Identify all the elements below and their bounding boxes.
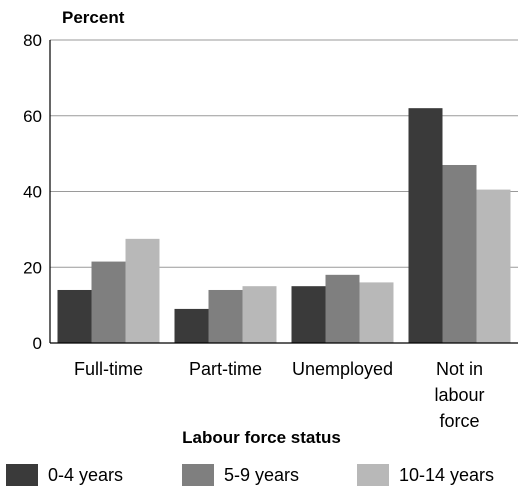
legend-swatch-5-9-years — [182, 464, 214, 486]
bar-unemployed-0-4-years — [291, 286, 326, 343]
y-tick-label-40: 40 — [23, 183, 42, 202]
bar-full-time-5-9-years — [91, 261, 126, 343]
legend-label-10-14-years: 10-14 years — [399, 464, 495, 485]
legend-label-0-4-years: 0-4 years — [48, 464, 124, 485]
bar-not-in-labour-force-10-14-years — [476, 189, 511, 343]
x-tick-label-unemployed: Unemployed — [292, 359, 393, 379]
y-tick-label-60: 60 — [23, 107, 42, 126]
y-tick-label-0: 0 — [33, 334, 42, 353]
x-axis-label: Labour force status — [182, 428, 341, 447]
legend: 0-4 years 5-9 years 10-14 years — [0, 461, 523, 489]
x-tick-label-part-time: Part-time — [189, 359, 262, 379]
y-tick-label-20: 20 — [23, 258, 42, 277]
bar-part-time-5-9-years — [208, 289, 243, 343]
bar-not-in-labour-force-5-9-years — [442, 164, 477, 343]
bar-full-time-10-14-years — [125, 238, 160, 343]
y-tick-label-80: 80 — [23, 31, 42, 50]
legend-swatch-0-4-years — [6, 464, 38, 486]
legend-swatch-10-14-years — [357, 464, 389, 486]
x-tick-label-not-in-labour-force: Not in labour force — [434, 359, 484, 431]
x-tick-label-full-time: Full-time — [74, 359, 143, 379]
legend-item-0-4-years: 0-4 years — [6, 461, 123, 489]
y-axis-label: Percent — [62, 8, 125, 27]
legend-item-10-14-years: 10-14 years — [357, 461, 494, 489]
legend-item-5-9-years: 5-9 years — [182, 461, 299, 489]
bar-unemployed-5-9-years — [325, 274, 360, 343]
legend-label-5-9-years: 5-9 years — [224, 464, 300, 485]
bar-unemployed-10-14-years — [359, 282, 394, 343]
bar-full-time-0-4-years — [57, 289, 92, 343]
bar-part-time-10-14-years — [242, 286, 277, 343]
bar-part-time-0-4-years — [174, 308, 209, 343]
bar-not-in-labour-force-0-4-years — [408, 108, 443, 343]
